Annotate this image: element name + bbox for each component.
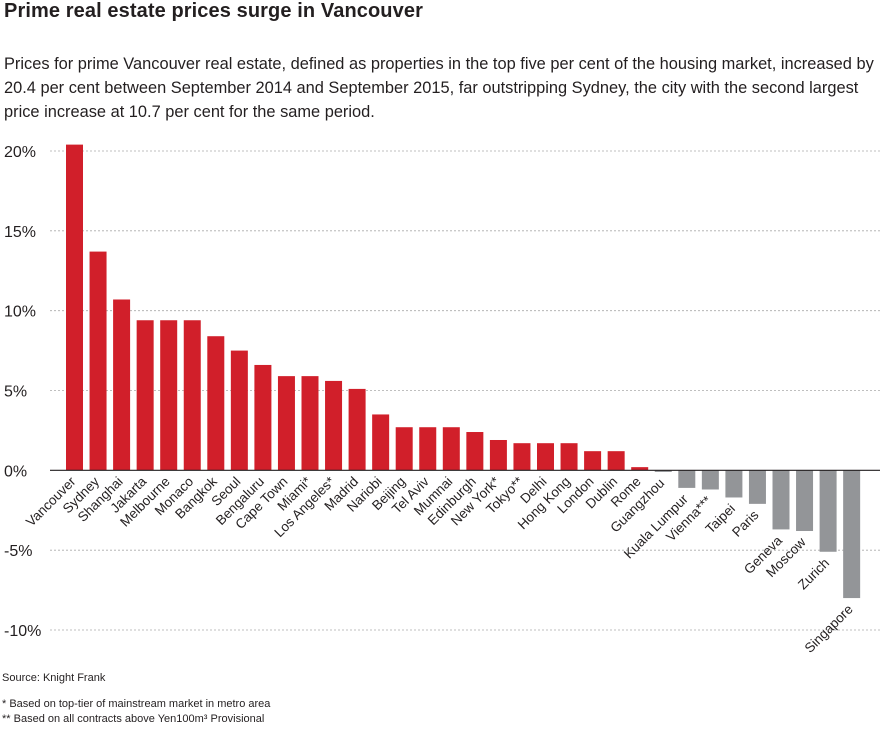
bar-26: [678, 470, 696, 488]
y-tick-label: -10%: [4, 623, 41, 640]
bar-10: [301, 376, 319, 471]
y-tick-label: 0%: [4, 463, 27, 480]
y-tick-label: 10%: [4, 304, 36, 321]
bar-33: [843, 470, 861, 599]
category-label-32: Zurich: [795, 555, 832, 592]
bar-12: [348, 388, 366, 471]
bar-32: [819, 470, 837, 552]
bar-20: [537, 443, 554, 471]
bar-23: [607, 451, 625, 471]
bar-25: [654, 470, 672, 472]
y-tick-label: 5%: [4, 384, 27, 401]
bar-29: [748, 470, 766, 504]
footnote-2: ** Based on all contracts above Yen100m³…: [2, 713, 265, 725]
bar-13: [372, 414, 390, 471]
bar-9: [277, 376, 295, 471]
bar-28: [725, 470, 743, 498]
chart-title: Prime real estate prices surge in Vancou…: [4, 0, 423, 22]
y-axis-ticks: 20% 15% 10% 5% 0% -5% -10%: [4, 144, 41, 640]
bar-16: [442, 427, 460, 471]
category-labels: VancouverSydneyShanghaiJakartaMelbourneM…: [23, 473, 856, 655]
bars: [66, 144, 861, 599]
bar-11: [325, 380, 343, 471]
bar-7: [230, 350, 248, 471]
bar-2: [113, 299, 131, 471]
y-tick-label: 15%: [4, 224, 36, 241]
bar-27: [701, 470, 719, 490]
bar-30: [772, 470, 790, 530]
bar-8: [254, 364, 272, 471]
y-tick-label: -5%: [4, 543, 32, 560]
bar-22: [584, 451, 602, 471]
bar-0: [66, 144, 83, 471]
bar-6: [207, 336, 225, 471]
source-note: Source: Knight Frank: [2, 672, 106, 684]
bar-18: [489, 439, 507, 471]
bar-1: [89, 251, 107, 471]
bar-24: [631, 467, 649, 471]
bar-15: [419, 427, 437, 471]
footnote-1: * Based on top-tier of mainstream market…: [2, 698, 271, 710]
y-tick-label: 20%: [4, 144, 36, 161]
bar-5: [183, 320, 201, 471]
chart-subtitle: Prices for prime Vancouver real estate, …: [4, 55, 874, 121]
category-label-33: Singapore: [802, 602, 856, 656]
bar-17: [466, 432, 484, 471]
bar-14: [395, 427, 413, 471]
bar-21: [560, 443, 578, 471]
bar-4: [160, 320, 178, 471]
bar-31: [796, 470, 814, 532]
bar-19: [513, 443, 531, 471]
bar-3: [136, 320, 154, 471]
